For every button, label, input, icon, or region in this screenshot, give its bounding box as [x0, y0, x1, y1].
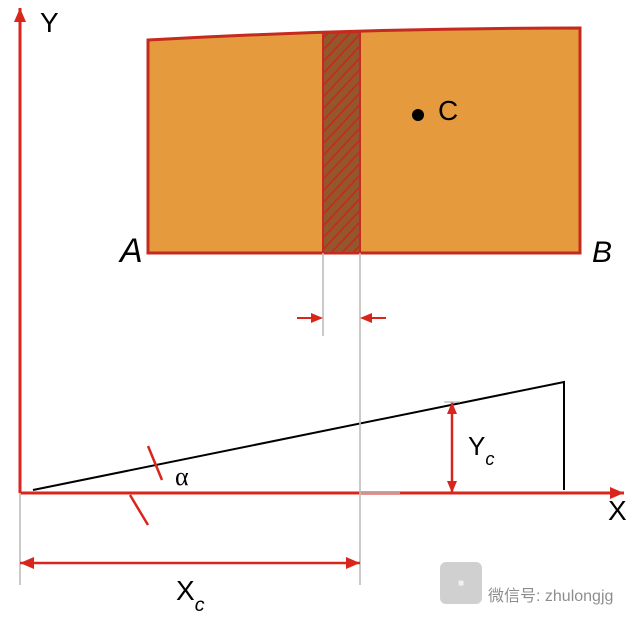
arrowhead [447, 481, 457, 493]
beam-label-b: B [592, 236, 612, 269]
beam-label-a: A [118, 232, 143, 270]
angle-tick-upper [148, 446, 162, 480]
angle-tick-lower [130, 495, 148, 525]
beam-shape [148, 28, 580, 253]
x-axis-label: X [608, 495, 627, 526]
angle-alpha-label: α [175, 462, 189, 491]
point-c-label: C [438, 95, 458, 126]
arrowhead [311, 313, 323, 323]
arrowhead [346, 557, 360, 569]
diagram-svg: Y X C A Bα Yc Xc [0, 0, 640, 625]
diagram-canvas: YXCABαYcXc ■ 微信号: zhulongjg [0, 0, 640, 625]
y-axis-label: Y [40, 7, 59, 38]
arrowhead [20, 557, 34, 569]
point-c [412, 109, 424, 121]
dim-yc-label: Yc [468, 431, 494, 469]
dim-xc-label: Xc [176, 575, 205, 616]
arrowhead [14, 8, 26, 22]
arrowhead [360, 313, 372, 323]
